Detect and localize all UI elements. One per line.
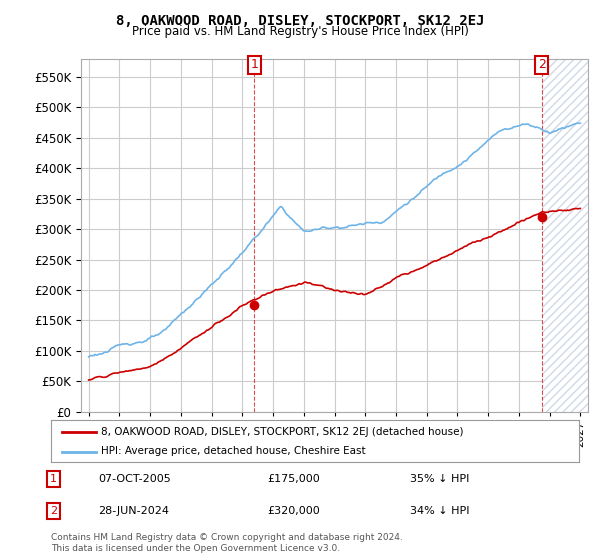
Text: Contains HM Land Registry data © Crown copyright and database right 2024.
This d: Contains HM Land Registry data © Crown c… xyxy=(51,533,403,553)
Text: 8, OAKWOOD ROAD, DISLEY, STOCKPORT, SK12 2EJ: 8, OAKWOOD ROAD, DISLEY, STOCKPORT, SK12… xyxy=(116,14,484,28)
Text: 8, OAKWOOD ROAD, DISLEY, STOCKPORT, SK12 2EJ (detached house): 8, OAKWOOD ROAD, DISLEY, STOCKPORT, SK12… xyxy=(101,427,464,437)
Text: 1: 1 xyxy=(50,474,57,484)
Text: 28-JUN-2024: 28-JUN-2024 xyxy=(98,506,170,516)
Text: 2: 2 xyxy=(50,506,57,516)
Bar xyxy=(542,59,588,412)
Text: 35% ↓ HPI: 35% ↓ HPI xyxy=(410,474,469,484)
Text: 07-OCT-2005: 07-OCT-2005 xyxy=(98,474,171,484)
Text: 34% ↓ HPI: 34% ↓ HPI xyxy=(410,506,470,516)
Text: £320,000: £320,000 xyxy=(268,506,320,516)
Text: 2: 2 xyxy=(538,58,545,71)
Text: HPI: Average price, detached house, Cheshire East: HPI: Average price, detached house, Ches… xyxy=(101,446,366,456)
Text: £175,000: £175,000 xyxy=(268,474,320,484)
Text: Price paid vs. HM Land Registry's House Price Index (HPI): Price paid vs. HM Land Registry's House … xyxy=(131,25,469,38)
Text: 1: 1 xyxy=(250,58,258,71)
